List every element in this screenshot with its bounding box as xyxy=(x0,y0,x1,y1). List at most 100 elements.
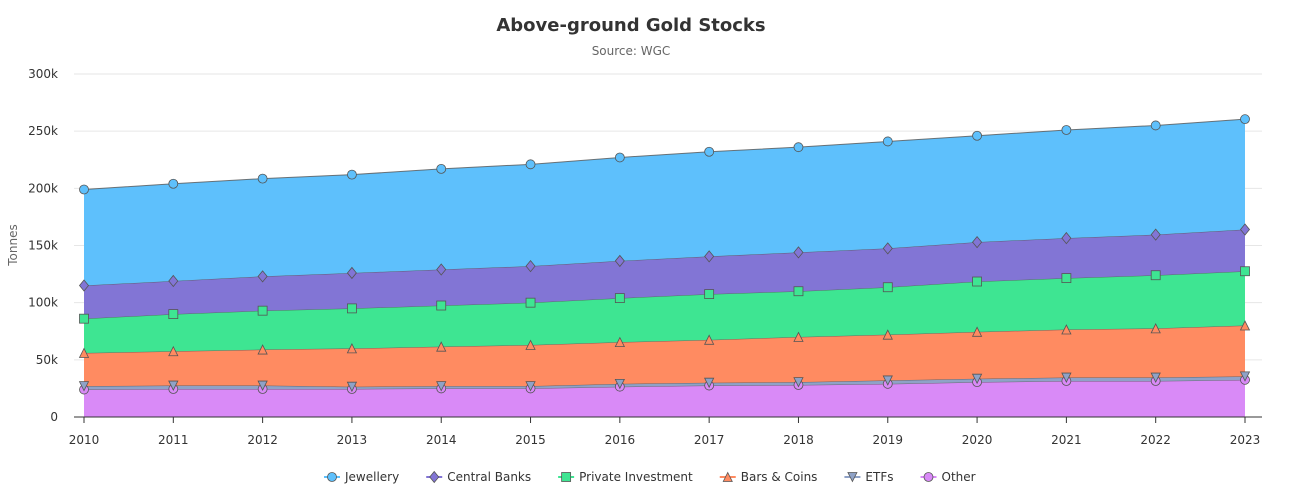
legend-label: Private Investment xyxy=(579,470,693,484)
x-tick-label: 2020 xyxy=(962,433,993,447)
x-tick-label: 2013 xyxy=(337,433,368,447)
point-private-investment xyxy=(704,289,715,299)
point-bars-coins xyxy=(882,329,893,340)
legend-item-other[interactable]: Other xyxy=(920,470,976,484)
legend-label: Other xyxy=(942,470,976,484)
legend: Jewellery Central Banks Private Investment… xyxy=(324,470,976,484)
point-central-banks xyxy=(614,254,625,268)
point-bars-coins xyxy=(793,331,804,342)
series-markers xyxy=(78,114,1251,395)
point-bars-coins xyxy=(525,339,536,350)
point-etfs xyxy=(168,380,179,391)
point-bars-coins xyxy=(436,341,447,352)
point-bars-coins xyxy=(1150,322,1161,334)
point-etfs xyxy=(614,378,625,390)
point-jewellery xyxy=(347,169,357,180)
point-etfs xyxy=(78,381,90,392)
legend-symbol xyxy=(561,472,572,482)
point-etfs xyxy=(525,381,536,392)
point-jewellery xyxy=(614,152,625,163)
point-bars-coins xyxy=(168,345,179,357)
x-tick-label: 2010 xyxy=(69,433,100,447)
point-central-banks xyxy=(704,250,715,263)
point-etfs xyxy=(971,373,983,385)
y-tick-label: 0 xyxy=(50,410,58,424)
legend-label: Bars & Coins xyxy=(741,470,818,484)
legend-item-etfs[interactable]: ETFs xyxy=(844,470,894,484)
x-tick-label: 2012 xyxy=(247,433,278,447)
point-jewellery xyxy=(704,146,715,157)
point-jewellery xyxy=(436,163,447,174)
point-etfs xyxy=(1150,372,1161,383)
point-central-banks xyxy=(168,274,179,288)
point-etfs xyxy=(793,377,804,388)
y-axis-title: Tonnes xyxy=(6,224,20,266)
point-central-banks xyxy=(1061,231,1072,245)
point-etfs xyxy=(436,381,447,392)
point-bars-coins xyxy=(1239,320,1251,331)
point-central-banks xyxy=(793,246,804,259)
point-etfs xyxy=(1239,371,1251,382)
area-private-investment xyxy=(84,271,1245,353)
series-line xyxy=(83,118,1246,190)
point-private-investment xyxy=(1240,266,1250,277)
legend-symbol xyxy=(923,472,934,482)
x-tick-label: 2019 xyxy=(872,433,903,447)
point-central-banks xyxy=(78,279,90,292)
point-private-investment xyxy=(1150,270,1161,281)
legend-label: ETFs xyxy=(865,470,893,484)
point-private-investment xyxy=(614,293,625,303)
point-jewellery xyxy=(882,136,893,147)
axes: 0 50k 100k 150k 200k 250k 300k 2010 2011 2012 2013… xyxy=(28,67,1262,447)
chart-title: Above-ground Gold Stocks xyxy=(496,15,765,36)
point-central-banks xyxy=(525,259,536,273)
point-etfs xyxy=(346,381,358,393)
point-bars-coins xyxy=(78,347,90,358)
point-etfs xyxy=(1061,372,1072,383)
x-tick-label: 2014 xyxy=(426,433,457,447)
y-tick-label: 300k xyxy=(28,67,58,81)
x-tick-label: 2018 xyxy=(783,433,814,447)
point-private-investment xyxy=(79,313,89,324)
point-private-investment xyxy=(882,282,893,293)
point-central-banks xyxy=(1239,223,1251,236)
point-bars-coins xyxy=(346,343,358,354)
point-etfs xyxy=(882,375,893,386)
point-jewellery xyxy=(1150,120,1161,131)
point-central-banks xyxy=(346,266,357,280)
legend-item-bars-coins[interactable]: Bars & Coins xyxy=(719,470,818,484)
point-jewellery xyxy=(79,184,89,195)
x-tick-label: 2022 xyxy=(1140,433,1171,447)
legend-symbol xyxy=(722,471,733,482)
legend-item-central-banks[interactable]: Central Banks xyxy=(426,470,531,484)
y-tick-label: 50k xyxy=(36,353,58,367)
point-jewellery xyxy=(525,159,536,170)
legend-symbol xyxy=(847,472,858,483)
point-central-banks xyxy=(257,270,268,283)
legend-symbol xyxy=(327,472,337,482)
area-bars-coins xyxy=(84,325,1245,387)
point-private-investment xyxy=(525,297,536,308)
point-bars-coins xyxy=(971,326,983,337)
legend-item-jewellery[interactable]: Jewellery xyxy=(324,470,399,484)
point-jewellery xyxy=(1240,114,1250,125)
point-central-banks xyxy=(1150,228,1161,241)
x-tick-label: 2016 xyxy=(605,433,636,447)
point-private-investment xyxy=(1061,273,1072,283)
y-tick-label: 250k xyxy=(28,124,58,138)
x-tick-label: 2021 xyxy=(1051,433,1082,447)
point-jewellery xyxy=(1061,125,1072,135)
x-tick-label: 2015 xyxy=(515,433,546,447)
point-private-investment xyxy=(793,286,804,297)
point-private-investment xyxy=(347,303,357,314)
point-private-investment xyxy=(168,309,179,320)
y-tick-label: 100k xyxy=(28,296,58,310)
area-jewellery xyxy=(84,119,1245,286)
point-etfs xyxy=(257,380,268,391)
x-tick-label: 2023 xyxy=(1230,433,1261,447)
x-tick-label: 2017 xyxy=(694,433,725,447)
legend-item-private-investment[interactable]: Private Investment xyxy=(558,470,693,484)
point-central-banks xyxy=(436,263,447,276)
point-private-investment xyxy=(972,276,982,287)
